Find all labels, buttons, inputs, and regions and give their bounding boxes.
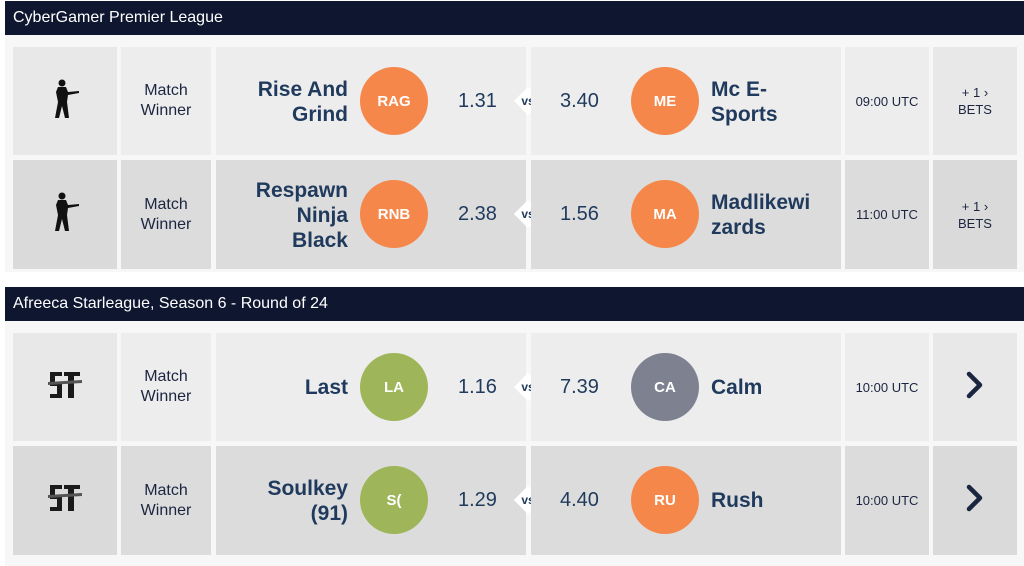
home-team-name: Rise And Grind <box>257 78 348 126</box>
chevron-right-icon <box>966 484 984 517</box>
game-icon-cell <box>13 446 117 555</box>
starcraft-icon <box>47 368 83 407</box>
home-outcome-button[interactable]: Respawn Ninja Black RNB 2.38 <box>216 160 526 269</box>
home-team-name: Last <box>304 376 348 399</box>
away-team-name: Mc E- Sports <box>711 78 778 126</box>
away-odds: 4.40 <box>560 489 599 511</box>
away-team-avatar: CA <box>631 353 699 421</box>
home-team-name: Soulkey (91) <box>267 477 348 525</box>
market-cell: Match Winner <box>121 446 211 555</box>
more-bets-label: BETS <box>958 102 992 117</box>
home-team-avatar: S( <box>360 466 428 534</box>
chevron-right-icon <box>966 371 984 404</box>
away-odds: 1.56 <box>560 203 599 225</box>
match-time: 10:00 UTC <box>845 333 929 441</box>
away-odds: 7.39 <box>560 376 599 398</box>
home-team-avatar: RAG <box>360 67 428 135</box>
market-label: Winner <box>140 501 192 519</box>
league-header[interactable]: Afreeca Starleague, Season 6 - Round of … <box>5 287 1024 321</box>
game-icon-cell <box>13 160 117 269</box>
market-label: Match <box>144 82 188 99</box>
market-label: Winner <box>140 102 192 119</box>
away-team-avatar: RU <box>631 466 699 534</box>
starcraft-icon <box>47 481 83 520</box>
match-row: Match Winner Soulkey (91) S( 1.29 vs 4.40 … <box>5 446 1024 555</box>
more-bets-button[interactable]: + 1 › BETS <box>933 47 1017 155</box>
soldier-icon <box>50 191 80 238</box>
market-label: Match <box>144 368 188 385</box>
home-team-avatar: LA <box>360 353 428 421</box>
more-bets-count: + 1 › <box>961 198 989 214</box>
home-odds: 1.16 <box>458 376 497 398</box>
more-bets-button[interactable] <box>933 446 1017 555</box>
match-row: Match Winner Rise And Grind RAG 1.31 vs 3.… <box>5 47 1024 155</box>
home-outcome-button[interactable]: Last LA 1.16 <box>216 333 526 441</box>
league-matches: Match Winner Rise And Grind RAG 1.31 vs 3.… <box>5 35 1024 272</box>
away-outcome-button[interactable]: 1.56 MA Madlikewi zards <box>531 160 841 269</box>
market-cell: Match Winner <box>121 160 211 269</box>
home-outcome-button[interactable]: Soulkey (91) S( 1.29 <box>216 446 526 555</box>
away-team-name: Madlikewi zards <box>711 191 811 239</box>
match-time: 09:00 UTC <box>845 47 929 155</box>
game-icon-cell <box>13 47 117 155</box>
away-team-avatar: ME <box>631 67 699 135</box>
game-icon-cell <box>13 333 117 441</box>
away-team-name: Calm <box>711 376 763 399</box>
league-header[interactable]: CyberGamer Premier League <box>5 1 1024 35</box>
away-outcome-button[interactable]: 3.40 ME Mc E- Sports <box>531 47 841 155</box>
market-cell: Match Winner <box>121 333 211 441</box>
league-matches: Match Winner Last LA 1.16 vs 7.39 CA Calm… <box>5 321 1024 566</box>
match-time: 10:00 UTC <box>845 446 929 555</box>
market-label: Match <box>144 481 188 499</box>
home-team-avatar: RNB <box>360 180 428 248</box>
more-bets-button[interactable] <box>933 333 1017 441</box>
market-label: Winner <box>140 215 192 233</box>
match-time: 11:00 UTC <box>845 160 929 269</box>
more-bets-button[interactable]: + 1 › BETS <box>933 160 1017 269</box>
away-outcome-button[interactable]: 4.40 RU Rush <box>531 446 841 555</box>
home-odds: 2.38 <box>458 203 497 225</box>
away-team-avatar: MA <box>631 180 699 248</box>
more-bets-label: BETS <box>958 215 992 231</box>
home-team-name: Respawn Ninja Black <box>255 179 348 252</box>
more-bets-count: + 1 › <box>961 85 989 100</box>
home-odds: 1.31 <box>458 90 497 112</box>
market-label: Winner <box>140 388 192 405</box>
away-outcome-button[interactable]: 7.39 CA Calm <box>531 333 841 441</box>
match-row: Match Winner Respawn Ninja Black RNB 2.38 v… <box>5 160 1024 269</box>
match-row: Match Winner Last LA 1.16 vs 7.39 CA Calm… <box>5 333 1024 441</box>
home-outcome-button[interactable]: Rise And Grind RAG 1.31 <box>216 47 526 155</box>
home-odds: 1.29 <box>458 489 497 511</box>
away-team-name: Rush <box>711 489 764 512</box>
soldier-icon <box>50 78 80 125</box>
away-odds: 3.40 <box>560 90 599 112</box>
market-cell: Match Winner <box>121 47 211 155</box>
market-label: Match <box>144 195 188 213</box>
